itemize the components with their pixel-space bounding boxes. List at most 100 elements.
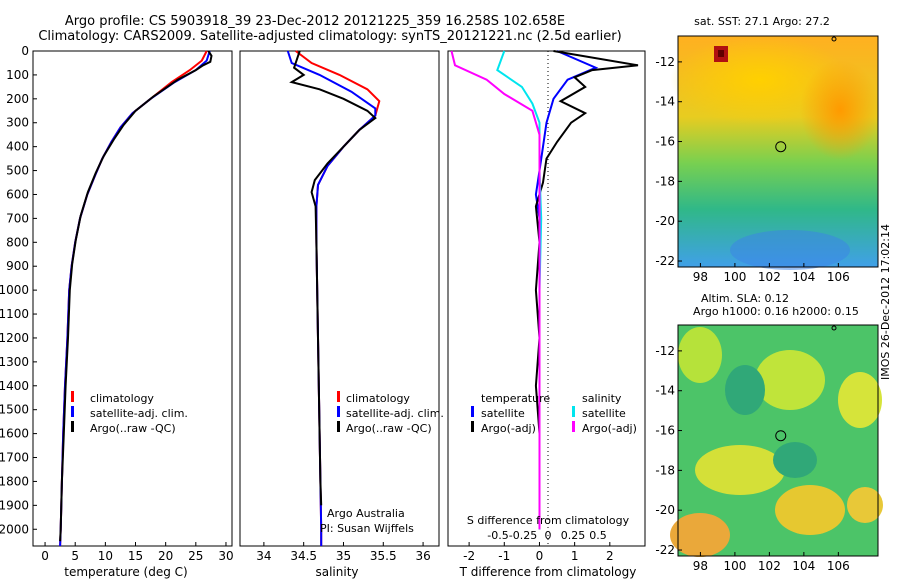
legend-swatch-t-satellite [471, 406, 474, 417]
legend-head-temperature: temperature [481, 392, 550, 405]
map-x-tick-label: 98 [693, 270, 708, 284]
plot-title-line2: Climatology: CARS2009. Satellite-adjuste… [38, 29, 622, 44]
y-tick-label: 600 [6, 187, 29, 201]
sla-low-2 [773, 442, 817, 478]
map-y-tick-label: -12 [655, 55, 675, 69]
sst-hotspot-core [718, 50, 724, 57]
series-line-argo [289, 50, 377, 506]
temperature-panel: 0100200300400500600700800900100011001200… [0, 44, 234, 579]
legend-swatch-satellite [71, 406, 74, 417]
legend-swatch-t-argo [471, 421, 474, 432]
x-tick-label: 25 [188, 549, 203, 563]
map-y-tick-label: -22 [655, 543, 675, 557]
legend-swatch-argo [337, 421, 340, 432]
s-difference-axis: -0.5 -0.25 0 0.25 0.5 [487, 529, 606, 542]
x-tick-label: 2 [606, 549, 614, 563]
sla-high-1 [678, 327, 722, 383]
sla-low-1 [725, 365, 765, 415]
y-tick-label: 1500 [0, 403, 29, 417]
credit-line1: Argo Australia [327, 507, 405, 520]
difference-axes-box [447, 50, 646, 547]
y-tick-label: 1000 [0, 283, 29, 297]
sla-map-title2: Argo h1000: 0.16 h2000: 0.15 [693, 305, 859, 318]
x-tick-label: 5 [71, 549, 79, 563]
legend-label-climatology: climatology [346, 392, 410, 405]
sla-map-axes: 98 100 102 104 106 -12 -14 -16 -18 -20 -22 [655, 344, 849, 573]
sla-high-5 [775, 485, 845, 535]
map-y-tick-label: -22 [655, 254, 675, 268]
map-corner-marker [831, 325, 837, 331]
y-tick-label: 900 [6, 259, 29, 273]
legend-label-s-satellite: satellite [582, 407, 626, 420]
map-x-tick-label: 104 [792, 559, 815, 573]
s-tick-label: 0.25 [561, 529, 586, 542]
map-y-tick-label: -20 [655, 503, 675, 517]
y-tick-label: 100 [6, 68, 29, 82]
x-tick-label: 0 [536, 549, 544, 563]
map-x-tick-label: 106 [827, 559, 850, 573]
y-tick-label: 1800 [0, 474, 29, 488]
y-tick-label: 1100 [0, 307, 29, 321]
legend-label-s-argo: Argo(-adj) [582, 422, 637, 435]
x-tick-label: 1 [571, 549, 579, 563]
difference-legend: temperature salinity satellite Argo(-adj… [471, 392, 637, 435]
x-tick-label: -2 [463, 549, 475, 563]
x-tick-label: 0 [41, 549, 49, 563]
x-tick-label: 10 [98, 549, 113, 563]
y-tick-label: 1900 [0, 498, 29, 512]
y-tick-label: 400 [6, 140, 29, 154]
y-tick-label: 2000 [0, 522, 29, 536]
map-x-tick-label: 102 [758, 559, 781, 573]
salinity-axes-box [239, 50, 440, 547]
s-tick-label: -0.25 [509, 529, 537, 542]
sla-high-2 [755, 350, 825, 410]
x-tick-label: 35.5 [370, 549, 397, 563]
map-y-tick-label: -18 [655, 463, 675, 477]
argo-float-marker [775, 430, 787, 442]
salinity-xlabel: salinity [315, 565, 358, 579]
legend-label-climatology: climatology [90, 392, 154, 405]
y-tick-label: 0 [21, 44, 29, 58]
y-tick-label: 1700 [0, 451, 29, 465]
x-tick-label: -1 [498, 549, 510, 563]
series-line-salinity-argo-adj- [450, 50, 541, 530]
y-tick-label: 300 [6, 116, 29, 130]
temperature-xlabel: temperature (deg C) [64, 565, 187, 579]
sla-high-4 [695, 445, 785, 495]
y-tick-label: 1200 [0, 331, 29, 345]
x-tick-label: 36 [415, 549, 430, 563]
y-tick-label: 800 [6, 235, 29, 249]
y-tick-label: 1600 [0, 427, 29, 441]
sst-cool-region [730, 230, 850, 270]
y-tick-label: 700 [6, 211, 29, 225]
map-x-tick-label: 100 [723, 270, 746, 284]
sst-hot-region [800, 60, 880, 160]
legend-swatch-climatology [71, 391, 74, 402]
sla-high-3 [838, 372, 882, 428]
legend-label-t-satellite: satellite [481, 407, 525, 420]
y-tick-label: 200 [6, 92, 29, 106]
sst-map-frame [677, 35, 879, 268]
sst-map-title: sat. SST: 27.1 Argo: 27.2 [694, 15, 830, 28]
map-corner-marker [831, 36, 837, 42]
t-difference-axis: -2 -1 0 1 2 [463, 542, 614, 563]
temperature-legend: climatology satellite-adj. clim. Argo(..… [71, 391, 188, 435]
legend-swatch-argo [71, 421, 74, 432]
map-x-tick-label: 102 [758, 270, 781, 284]
sla-map-title1: Altim. SLA: 0.12 [701, 292, 789, 305]
salinity-axis: 34 34.5 35 35.5 36 [256, 542, 431, 563]
salinity-panel: 34 34.5 35 35.5 36 salinity climatology sate… [239, 50, 444, 579]
s-difference-title: S difference from climatology [467, 514, 630, 527]
y-tick-label: 1300 [0, 355, 29, 369]
legend-swatch-climatology [337, 391, 340, 402]
legend-label-argo: Argo(..raw -QC) [90, 422, 176, 435]
legend-label-argo: Argo(..raw -QC) [346, 422, 432, 435]
legend-swatch-satellite [337, 406, 340, 417]
x-tick-label: 15 [128, 549, 143, 563]
x-tick-label: 34 [256, 549, 271, 563]
x-tick-label: 30 [218, 549, 233, 563]
y-tick-label: 1400 [0, 379, 29, 393]
s-tick-label: 0 [545, 529, 552, 542]
temperature-axis: 0 5 10 15 20 25 30 [41, 542, 234, 563]
